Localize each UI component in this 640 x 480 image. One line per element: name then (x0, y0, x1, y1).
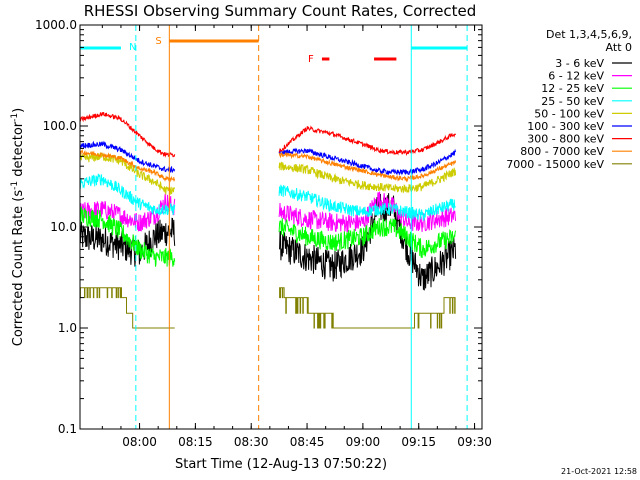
trace-2-seg-2 (278, 191, 457, 233)
legend-label-1: 3 - 6 keV (555, 57, 604, 70)
trace-5-seg-2 (278, 161, 457, 194)
legend-label-9: 7000 - 15000 keV (506, 158, 604, 171)
trace-7-seg-1 (79, 111, 176, 158)
legend-label-5: 50 - 100 keV (534, 107, 604, 120)
y-tick-label-1: 0.1 (58, 422, 77, 436)
y-axis-label: Corrected Count Rate (s-1 detector-1) (10, 108, 26, 346)
trace-1-seg-1 (79, 217, 176, 267)
trace-3-seg-2 (278, 218, 457, 259)
legend-label-3: 12 - 25 keV (541, 82, 604, 95)
trace-9-seg-1 (79, 287, 175, 329)
legend-header-1: Det 1,3,4,5,6,9, (546, 28, 632, 41)
trace-5-seg-1 (79, 152, 176, 195)
legend-label-7: 300 - 800 keV (527, 133, 604, 146)
y-tick-label-2: 1.0 (58, 321, 77, 335)
date-stamp: 21-Oct-2021 12:58 (561, 467, 637, 476)
trace-7-seg-2 (278, 125, 457, 156)
legend-label-8: 800 - 7000 keV (520, 145, 604, 158)
trace-4-seg-1 (79, 173, 176, 216)
trace-layer (79, 111, 457, 329)
trace-8-seg-1 (79, 148, 176, 183)
x-tick-label-5: 09:00 (346, 435, 381, 449)
y-tick-label-5: 1000.0 (35, 18, 77, 32)
trace-2-seg-1 (79, 193, 176, 232)
trace-4-seg-2 (278, 184, 456, 221)
legend-label-6: 100 - 300 keV (527, 120, 604, 133)
night-label: N (129, 42, 136, 53)
trace-8-seg-2 (278, 151, 457, 183)
x-tick-label-7: 09:30 (457, 435, 492, 449)
x-tick-label-2: 08:15 (178, 435, 213, 449)
trace-9-seg-2 (279, 287, 456, 329)
x-tick-label-6: 09:15 (401, 435, 436, 449)
y-tick-label-3: 10.0 (50, 220, 77, 234)
y-axis: 0.1 1.0 10.0 100.0 1000.0 (35, 18, 482, 436)
x-axis: 08:00 08:15 08:30 08:45 09:00 09:15 09:30 (101, 25, 492, 449)
saa-label: S (155, 36, 161, 47)
trace-6-seg-1 (79, 140, 176, 174)
trace-3-seg-1 (79, 205, 176, 267)
x-axis-label: Start Time (12-Aug-13 07:50:22) (175, 457, 387, 472)
flare-label: F (308, 54, 314, 65)
x-tick-label-4: 08:45 (290, 435, 325, 449)
legend-header-2: Att 0 (606, 41, 632, 54)
y-tick-label-4: 100.0 (43, 119, 77, 133)
legend-label-4: 25 - 50 keV (541, 95, 604, 108)
trace-6-seg-2 (278, 147, 457, 177)
x-tick-label-3: 08:30 (234, 435, 269, 449)
chart-title: RHESSI Observing Summary Count Rates, Co… (84, 2, 477, 20)
legend-label-2: 6 - 12 keV (548, 70, 604, 83)
x-tick-label-1: 08:00 (122, 435, 157, 449)
